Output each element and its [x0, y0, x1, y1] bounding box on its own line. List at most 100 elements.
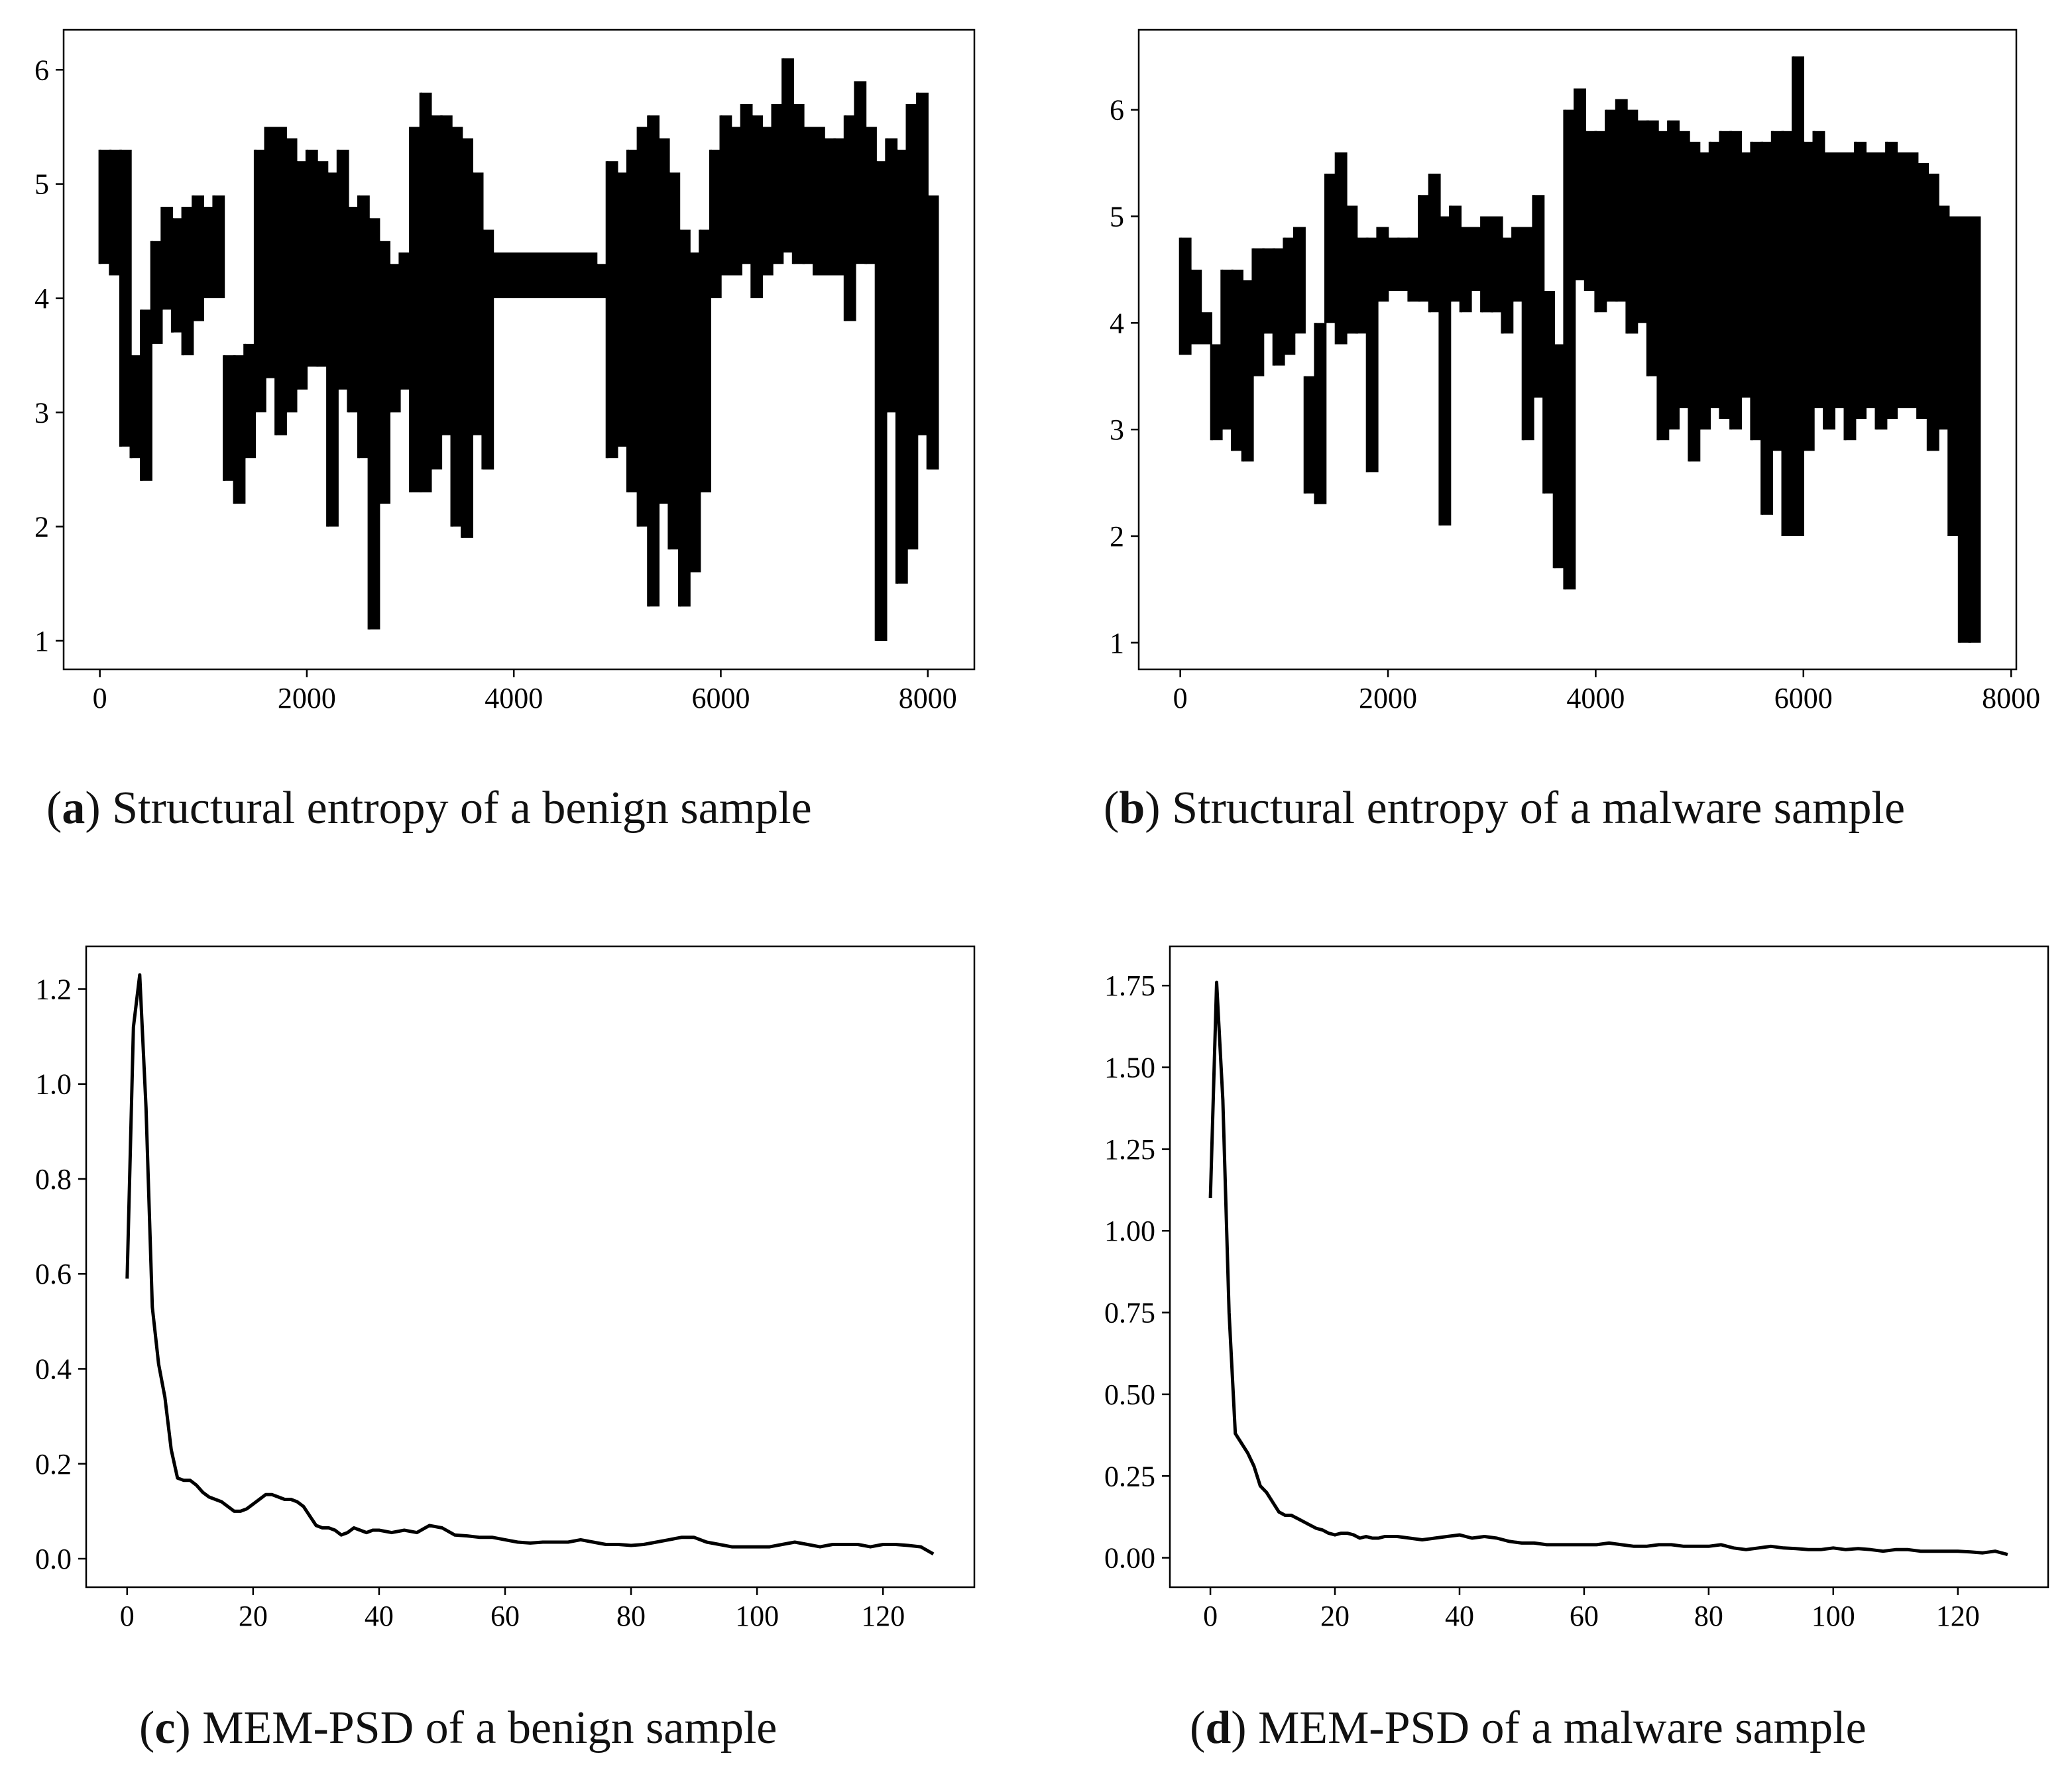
data-bar [1668, 120, 1680, 430]
y-tick-label: 1.2 [35, 973, 72, 1005]
y-tick-label: 1 [1110, 627, 1124, 659]
data-bar [1793, 56, 1804, 536]
data-bar [286, 138, 298, 413]
data-bar [1876, 152, 1888, 430]
data-bar [772, 104, 784, 264]
y-tick-label: 0.25 [1104, 1460, 1155, 1492]
data-bar [1190, 269, 1202, 345]
data-bar [783, 58, 794, 252]
data-bar [99, 149, 111, 264]
y-tick-label: 0.75 [1104, 1297, 1155, 1329]
caption-text: MEM-PSD of a malware sample [1258, 1702, 1867, 1754]
x-tick-label: 6000 [691, 682, 750, 714]
data-bar [1772, 131, 1784, 451]
data-bar [907, 104, 919, 550]
data-bar [835, 138, 846, 276]
chart-panel-c: 0 20 40 60 80 100 120 0.0 0.2 0.4 0.6 0.8 1.0 1.2 [35, 945, 976, 1632]
data-bar [886, 138, 898, 413]
data-bar [534, 252, 546, 298]
y-tick-label: 0.0 [35, 1543, 72, 1575]
x-tick-label: 100 [1812, 1600, 1855, 1632]
data-bar [700, 229, 711, 492]
data-bar [327, 172, 339, 527]
data-bar [1585, 131, 1597, 292]
caption-d: (d) MEM-PSD of a malware sample [1190, 1702, 1867, 1754]
data-bar [162, 207, 174, 310]
data-bar [1865, 152, 1877, 408]
data-bar [1533, 195, 1545, 398]
data-bar [824, 138, 836, 276]
plot-frame [1169, 945, 2049, 1589]
data-bar [762, 127, 774, 276]
x-tick-label: 20 [1320, 1600, 1350, 1632]
y-tick-label: 1 [34, 625, 49, 657]
data-bar [131, 355, 143, 459]
data-bar [1523, 227, 1534, 441]
data-bar [141, 309, 152, 481]
y-tick-label: 2 [1110, 520, 1124, 553]
data-bar [265, 127, 277, 378]
data-bar [545, 252, 556, 298]
data-bar [1762, 141, 1773, 515]
data-bar [1678, 131, 1690, 409]
data-bar [1845, 152, 1857, 441]
y-tick-label: 0.00 [1104, 1542, 1155, 1575]
plot-frame [1137, 28, 2018, 671]
data-bar [1803, 141, 1815, 451]
x-tick-label: 2000 [1359, 682, 1417, 714]
data-bar [234, 355, 246, 504]
data-bar [1606, 109, 1617, 302]
data-bar [389, 264, 401, 413]
data-bar [431, 115, 443, 470]
x-tick-label: 40 [1445, 1600, 1474, 1632]
data-bar [1782, 131, 1794, 537]
data-bar [1398, 237, 1410, 291]
x-tick-label: 80 [1694, 1600, 1723, 1632]
data-bar [213, 195, 225, 298]
data-bar [866, 127, 877, 264]
data-bar [255, 149, 266, 413]
x-tick-label: 20 [239, 1600, 268, 1632]
y-tick-label: 3 [1110, 414, 1124, 446]
data-bar [483, 229, 494, 470]
caption-a: (a) Structural entropy of a benign sampl… [46, 783, 812, 834]
y-tick-label: 0.4 [35, 1353, 72, 1386]
chart-panel-d: 0 20 40 60 80 100 120 0.00 0.25 0.50 0.75 1.00 1.25 1… [1104, 945, 2049, 1632]
data-bar [1180, 237, 1192, 355]
data-bar [306, 149, 318, 367]
y-tick-label: 1.0 [35, 1068, 72, 1101]
data-bar [1949, 216, 1961, 536]
data-bar [1377, 227, 1389, 302]
data-bar [1896, 152, 1908, 408]
data-bar [410, 127, 422, 492]
data-bar [1419, 195, 1430, 302]
data-bar [110, 149, 122, 276]
data-bar [379, 241, 390, 504]
data-bar [1502, 237, 1514, 334]
data-bar [451, 127, 463, 527]
data-bar [400, 252, 412, 390]
data-bar [441, 115, 453, 435]
data-bar [462, 138, 473, 538]
data-bar [1928, 174, 1939, 451]
data-bar [1918, 163, 1929, 419]
chart-panel-a: 0 2000 4000 6000 8000 1 2 3 4 5 6 [34, 28, 976, 714]
data-bar [1409, 237, 1420, 302]
data-bar [1658, 131, 1670, 441]
data-bar [1242, 280, 1254, 462]
data-bar [814, 127, 825, 276]
y-tick-label: 1.50 [1104, 1052, 1155, 1084]
caption-text: Structural entropy of a benign sample [112, 783, 812, 834]
data-bar [1336, 152, 1348, 345]
data-bar [1326, 174, 1337, 323]
data-bar [1440, 216, 1452, 526]
x-tick-label: 8000 [1982, 682, 2040, 714]
y-tick-label: 3 [34, 396, 49, 429]
data-bar [1575, 88, 1586, 280]
data-bar [1367, 237, 1379, 473]
data-bar [658, 138, 670, 504]
data-bar [876, 161, 888, 641]
x-tick-label: 0 [1173, 682, 1188, 714]
data-bar [617, 172, 629, 447]
data-bar [1907, 152, 1919, 408]
